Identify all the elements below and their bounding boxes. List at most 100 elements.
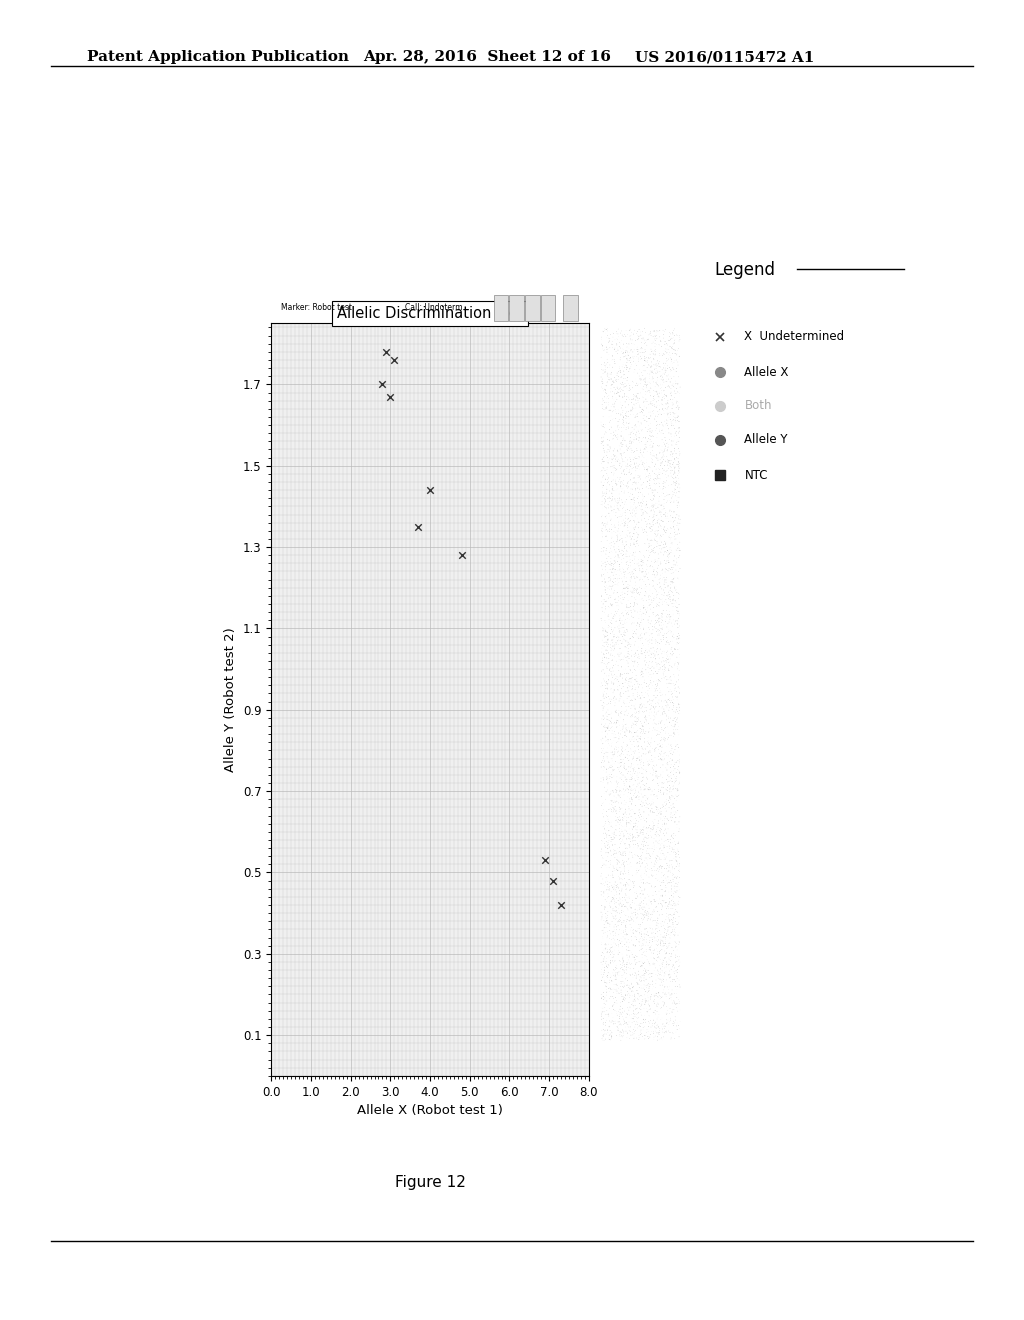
Point — [631, 851, 647, 873]
Point — [608, 771, 625, 792]
Point — [597, 482, 613, 503]
Point — [633, 492, 649, 513]
Point — [611, 883, 628, 904]
Point — [612, 748, 629, 770]
Point — [652, 821, 669, 842]
Point — [634, 715, 650, 737]
Point — [645, 816, 662, 837]
Point — [643, 904, 659, 925]
Point — [671, 1026, 687, 1047]
Point — [605, 999, 622, 1020]
Point — [634, 935, 650, 956]
Point — [659, 677, 676, 698]
Point — [669, 626, 685, 647]
Point — [625, 623, 641, 644]
Point — [639, 821, 655, 842]
Point — [628, 834, 644, 855]
Point — [624, 908, 640, 929]
Point — [624, 392, 640, 413]
Point — [616, 1012, 633, 1034]
Point — [635, 387, 651, 408]
Point — [665, 865, 681, 886]
Point — [668, 950, 684, 972]
Point — [636, 508, 652, 529]
Point — [616, 990, 633, 1011]
Point — [666, 623, 682, 644]
Point — [669, 465, 685, 486]
Point — [615, 989, 632, 1010]
Point — [617, 801, 634, 822]
Point — [662, 697, 678, 718]
Point — [606, 515, 623, 536]
Point — [614, 741, 631, 762]
Point — [634, 338, 650, 359]
Point — [658, 952, 675, 973]
Point — [660, 549, 677, 570]
Point — [611, 829, 628, 850]
Point — [648, 355, 665, 376]
Point — [618, 619, 635, 640]
Point — [635, 345, 651, 366]
Point — [668, 846, 684, 867]
Point — [613, 913, 630, 935]
Point — [648, 585, 665, 606]
Point — [605, 1007, 622, 1028]
Point — [657, 880, 674, 902]
Point — [601, 878, 617, 899]
Point — [605, 408, 622, 429]
Point — [648, 713, 665, 734]
Point — [617, 974, 634, 995]
Point — [632, 776, 648, 797]
Point — [649, 574, 666, 595]
Point — [647, 854, 664, 875]
Point — [593, 830, 609, 851]
Point — [663, 560, 679, 581]
Point — [668, 434, 684, 455]
Point — [605, 500, 622, 521]
Point — [594, 487, 610, 508]
Point — [642, 964, 658, 985]
Point — [607, 574, 624, 595]
Point — [643, 733, 659, 754]
Point — [626, 532, 642, 553]
Point — [641, 630, 657, 651]
Point — [610, 1018, 627, 1039]
Point — [606, 626, 623, 647]
Point — [609, 874, 626, 895]
Point — [662, 450, 678, 471]
Point — [647, 763, 664, 784]
Point — [595, 372, 611, 393]
Point — [653, 618, 670, 639]
Point — [657, 523, 674, 544]
Point — [608, 787, 625, 808]
Point — [654, 843, 671, 865]
Point — [612, 618, 629, 639]
Point — [624, 417, 640, 438]
Point — [630, 708, 646, 729]
Point — [667, 867, 683, 888]
Point — [599, 318, 615, 339]
Point — [617, 612, 634, 634]
Point — [641, 606, 657, 627]
Point — [386, 350, 402, 371]
Point — [594, 675, 610, 696]
Point — [626, 1008, 642, 1030]
Point — [594, 521, 610, 543]
Point — [609, 756, 626, 777]
Point — [617, 668, 634, 689]
Point — [618, 940, 635, 961]
Point — [598, 727, 614, 748]
Point — [657, 694, 674, 715]
Point — [614, 449, 631, 470]
Point — [606, 445, 623, 466]
Point — [652, 515, 669, 536]
Point — [598, 950, 614, 972]
Point — [646, 578, 663, 599]
Point — [649, 434, 666, 455]
Point — [597, 1012, 613, 1034]
Point — [625, 779, 641, 800]
Point — [620, 578, 636, 599]
Point — [667, 961, 683, 982]
Point — [654, 453, 671, 474]
Point — [603, 639, 620, 660]
